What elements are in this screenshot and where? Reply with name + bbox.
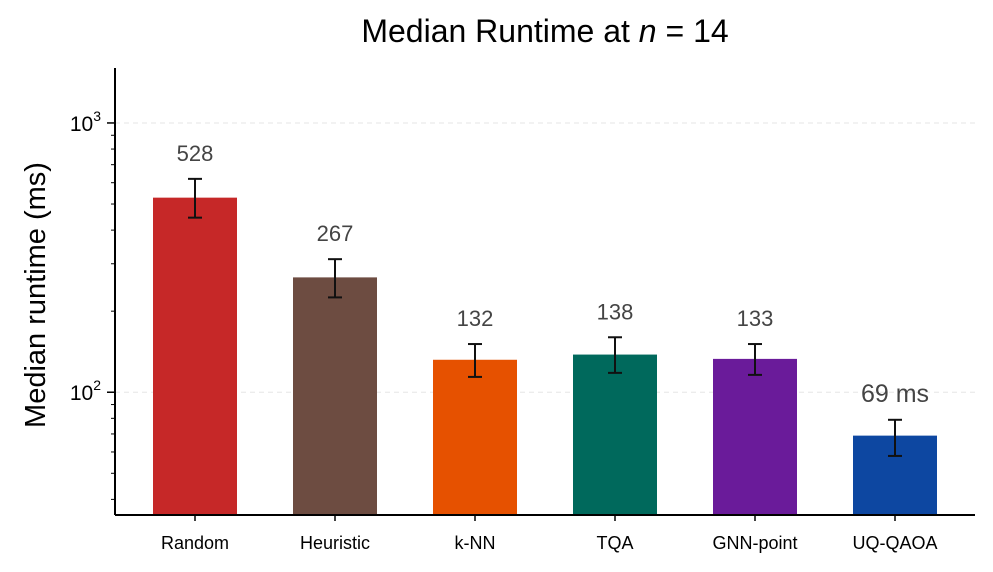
y-tick-label-1: 103 [70, 108, 101, 136]
chart-title-prefix: Median Runtime at [361, 13, 638, 49]
error-bar-1 [328, 258, 342, 299]
chart-title-suffix: = 14 [657, 13, 729, 49]
error-bar-5 [888, 418, 902, 457]
grid [115, 122, 975, 393]
chart-title: Median Runtime at n = 14 [361, 13, 728, 49]
data-label-0: 528 [177, 141, 214, 166]
error-bar-4 [748, 343, 762, 376]
bar-tqa [573, 354, 657, 515]
x-tick-label-1: Heuristic [300, 533, 370, 553]
x-tick-label-2: k-NN [455, 533, 496, 553]
y-tick-label-0: 102 [70, 377, 101, 405]
bars: 528 267 132 138 133 69 ms [153, 141, 937, 516]
chart-title-variable: n [639, 13, 657, 49]
data-label-4: 133 [737, 306, 774, 331]
axes: Random Heuristic k-NN TQA GNN-point UQ-QAOA 10… [70, 68, 975, 553]
x-tick-label-3: TQA [596, 533, 633, 553]
x-tick-label-5: UQ-QAOA [852, 533, 937, 553]
y-axis-label: Median runtime (ms) [20, 162, 52, 428]
x-tick-label-0: Random [161, 533, 229, 553]
x-tick-label-4: GNN-point [712, 533, 797, 553]
error-bar-2 [468, 343, 482, 378]
error-bar-3 [608, 336, 622, 374]
error-bar-0 [188, 177, 202, 219]
data-label-2: 132 [457, 306, 494, 331]
data-label-1: 267 [317, 221, 354, 246]
bar-gnn-point [713, 358, 797, 515]
bar-heuristic [293, 277, 377, 515]
bar-k-nn [433, 359, 517, 515]
data-label-5: 69 ms [861, 380, 929, 408]
bar-random [153, 197, 237, 516]
data-label-3: 138 [597, 299, 634, 324]
